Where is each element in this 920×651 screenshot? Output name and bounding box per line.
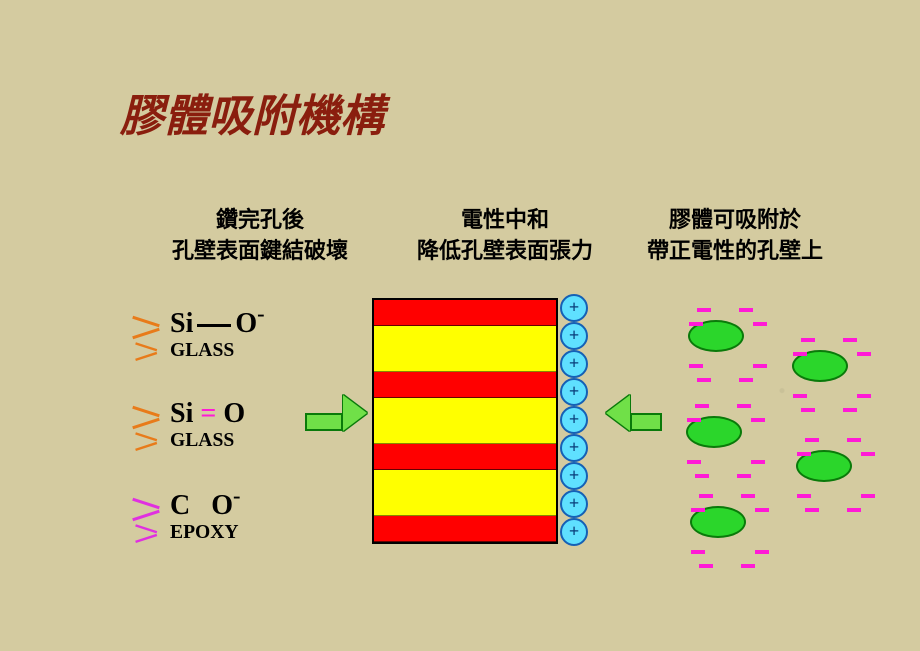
- layer-yellow: [374, 398, 556, 444]
- slide-title: 膠體吸附機構: [120, 80, 384, 144]
- plus-icon: +: [569, 493, 579, 514]
- chem-a: C: [170, 490, 190, 521]
- minus-icon: [737, 404, 751, 408]
- column-header-line: 膠體可吸附於: [625, 205, 845, 236]
- chem-formula-2: C O-EPOXY: [170, 490, 240, 544]
- plus-icon: +: [569, 325, 579, 346]
- minus-icon: [697, 378, 711, 382]
- bond-caret-icon: [135, 434, 159, 450]
- minus-icon: [797, 494, 811, 498]
- plus-icon: +: [569, 521, 579, 542]
- minus-icon: [691, 508, 705, 512]
- layer-red: [374, 300, 556, 326]
- minus-icon: [739, 308, 753, 312]
- layer-stack: [372, 298, 558, 544]
- minus-icon: [753, 364, 767, 368]
- positive-charge-circle: +: [560, 434, 588, 462]
- column-header-0: 鑽完孔後孔壁表面鍵結破壞: [150, 205, 370, 267]
- minus-icon: [741, 564, 755, 568]
- bond-caret-icon: [132, 408, 162, 428]
- column-header-line: 電性中和: [395, 205, 615, 236]
- minus-icon: [797, 452, 811, 456]
- chem-a: Si: [170, 398, 193, 429]
- minus-icon: [847, 508, 861, 512]
- positive-charge-circle: +: [560, 322, 588, 350]
- column-header-line: 鑽完孔後: [150, 205, 370, 236]
- chem-sup: -: [233, 483, 240, 508]
- minus-icon: [699, 494, 713, 498]
- minus-icon: [857, 394, 871, 398]
- plus-icon: +: [569, 297, 579, 318]
- chem-a: Si: [170, 308, 193, 339]
- layer-yellow: [374, 326, 556, 372]
- minus-icon: [691, 550, 705, 554]
- chem-formula-0: SiO-GLASS: [170, 308, 265, 362]
- column-header-line: 孔壁表面鍵結破壞: [150, 236, 370, 267]
- minus-icon: [687, 418, 701, 422]
- minus-icon: [695, 404, 709, 408]
- layer-red: [374, 372, 556, 398]
- minus-icon: [697, 308, 711, 312]
- minus-icon: [755, 550, 769, 554]
- bond-caret-icon: [132, 318, 162, 338]
- chem-b: O: [211, 490, 233, 521]
- chem-b: O: [223, 398, 245, 429]
- chem-sub: EPOXY: [170, 522, 240, 544]
- column-header-line: 降低孔壁表面張力: [395, 236, 615, 267]
- positive-charge-circle: +: [560, 350, 588, 378]
- minus-icon: [739, 378, 753, 382]
- minus-icon: [695, 474, 709, 478]
- column-header-1: 電性中和降低孔壁表面張力: [395, 205, 615, 267]
- bond-caret-icon: [135, 344, 159, 360]
- positive-charge-circle: +: [560, 490, 588, 518]
- plus-icon: +: [569, 437, 579, 458]
- minus-icon: [689, 322, 703, 326]
- minus-icon: [699, 564, 713, 568]
- minus-icon: [793, 352, 807, 356]
- bond-caret-icon: [132, 500, 162, 520]
- plus-icon: +: [569, 353, 579, 374]
- chem-formula-1: Si = OGLASS: [170, 398, 245, 452]
- minus-icon: [751, 418, 765, 422]
- minus-icon: [857, 352, 871, 356]
- chem-b: O: [235, 308, 257, 339]
- minus-icon: [805, 438, 819, 442]
- minus-icon: [847, 438, 861, 442]
- chem-sub: GLASS: [170, 430, 245, 452]
- minus-icon: [861, 452, 875, 456]
- minus-icon: [689, 364, 703, 368]
- plus-icon: +: [569, 409, 579, 430]
- minus-icon: [751, 460, 765, 464]
- positive-charge-circle: +: [560, 294, 588, 322]
- positive-charge-circle: +: [560, 406, 588, 434]
- plus-icon: +: [569, 465, 579, 486]
- minus-icon: [741, 494, 755, 498]
- chem-sup: -: [257, 301, 264, 326]
- minus-icon: [861, 494, 875, 498]
- minus-icon: [843, 408, 857, 412]
- minus-icon: [755, 508, 769, 512]
- column-header-line: 帶正電性的孔壁上: [625, 236, 845, 267]
- layer-yellow: [374, 470, 556, 516]
- minus-icon: [687, 460, 701, 464]
- minus-icon: [793, 394, 807, 398]
- minus-icon: [753, 322, 767, 326]
- column-header-2: 膠體可吸附於帶正電性的孔壁上: [625, 205, 845, 267]
- bond-caret-icon: [135, 526, 159, 542]
- positive-charge-circle: +: [560, 518, 588, 546]
- positive-charge-circle: +: [560, 462, 588, 490]
- chem-sub: GLASS: [170, 340, 265, 362]
- layer-red: [374, 516, 556, 542]
- positive-charge-circle: +: [560, 378, 588, 406]
- minus-icon: [805, 508, 819, 512]
- layer-red: [374, 444, 556, 470]
- minus-icon: [801, 338, 815, 342]
- minus-icon: [737, 474, 751, 478]
- minus-icon: [801, 408, 815, 412]
- minus-icon: [843, 338, 857, 342]
- plus-icon: +: [569, 381, 579, 402]
